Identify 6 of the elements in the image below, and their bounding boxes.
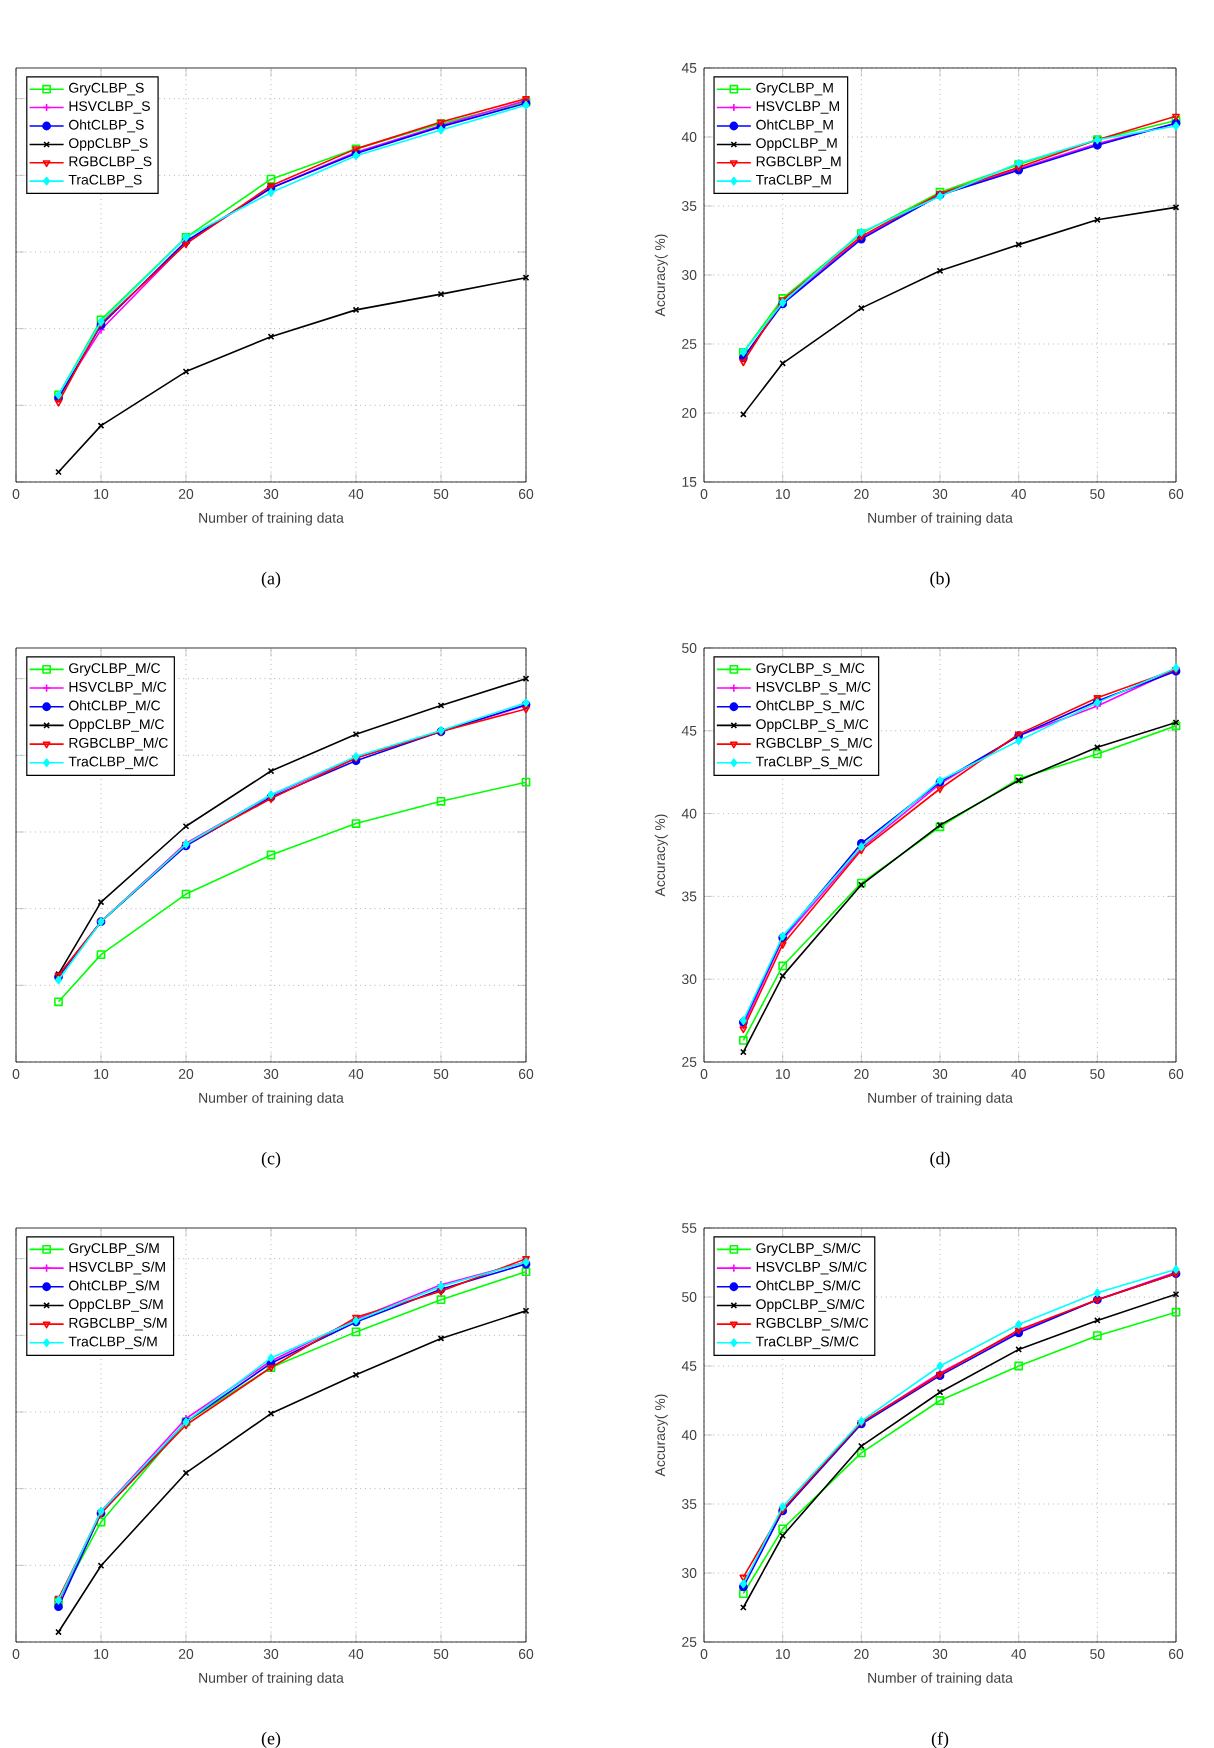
text: (d) [930, 1151, 950, 1169]
text: (b) [930, 571, 950, 589]
text: (f) [931, 1731, 949, 1748]
text: (a) [261, 571, 281, 589]
text: (c) [261, 1151, 281, 1169]
text: (e) [261, 1731, 281, 1748]
